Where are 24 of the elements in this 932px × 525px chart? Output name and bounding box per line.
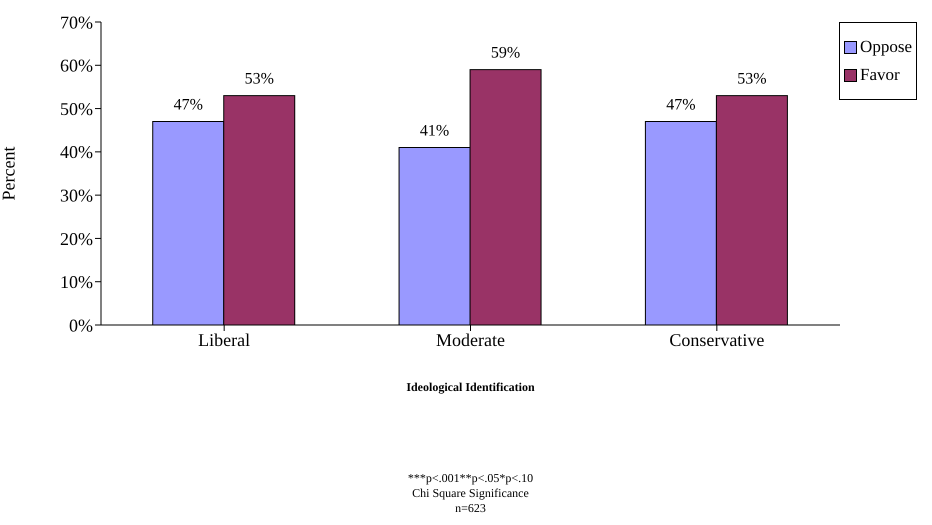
y-tick-label: 70%	[60, 12, 93, 32]
data-label: 53%	[244, 70, 274, 88]
data-label: 41%	[420, 122, 450, 140]
y-tick-label: 10%	[60, 272, 93, 292]
y-axis-title: Percent	[0, 146, 18, 200]
text: Chi Square Significance	[411, 486, 530, 501]
x-axis-title: Ideological Identification	[406, 380, 535, 394]
y-tick-label: 40%	[60, 142, 93, 162]
x-tick-label: Moderate	[436, 330, 505, 350]
data-label: 47%	[174, 96, 203, 114]
legend-label: Favor	[860, 65, 900, 85]
legend-label: Oppose	[860, 37, 912, 57]
data-label: 59%	[490, 44, 520, 62]
text: ***p<.001**p<.05*p<.10	[406, 471, 534, 486]
data-label: 47%	[666, 96, 696, 114]
data-label: 53%	[737, 70, 767, 88]
text: n=623	[454, 501, 487, 516]
y-tick-label: 30%	[60, 186, 93, 206]
x-tick-label: Conservative	[669, 330, 764, 350]
y-tick-label: 60%	[60, 56, 93, 76]
y-tick-label: 0%	[69, 315, 93, 336]
y-tick-label: 20%	[60, 228, 93, 249]
y-tick-label: 50%	[60, 98, 93, 119]
x-tick-label: Liberal	[198, 330, 250, 350]
